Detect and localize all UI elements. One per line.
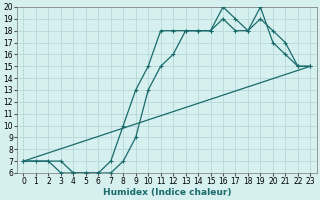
X-axis label: Humidex (Indice chaleur): Humidex (Indice chaleur) — [103, 188, 231, 197]
